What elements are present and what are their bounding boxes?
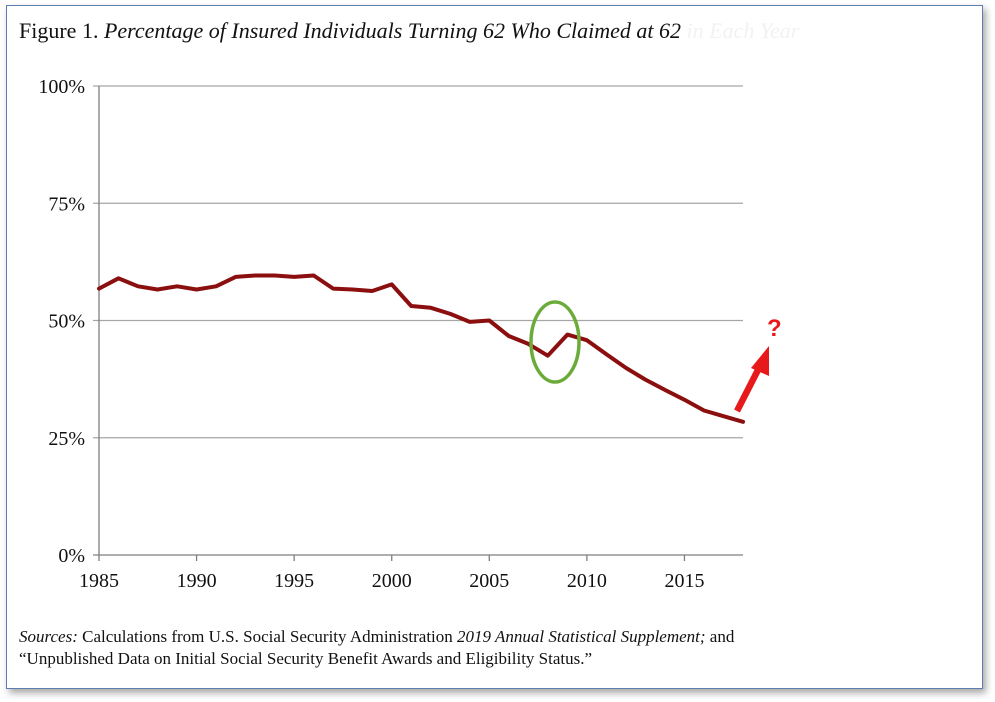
x-tick-label: 2000 <box>372 570 412 592</box>
figure-frame: Figure 1. Percentage of Insured Individu… <box>6 5 983 689</box>
x-tick-label: 1990 <box>177 570 217 592</box>
x-tick-label: 1985 <box>79 570 119 592</box>
x-tick-label: 2010 <box>567 570 607 592</box>
series-line <box>97 273 745 424</box>
y-tick-label: 0% <box>58 545 85 567</box>
y-tick-labels: 0% 25% 50% 75% 100% <box>38 76 85 567</box>
y-tick-label: 50% <box>48 311 85 333</box>
x-tick-label: 1995 <box>274 570 314 592</box>
x-tick-label: 2005 <box>469 570 509 592</box>
figure-title: Figure 1. Percentage of Insured Individu… <box>19 18 799 44</box>
axes <box>93 86 743 561</box>
sources-label: Sources: <box>19 627 78 646</box>
highlight-circle <box>529 300 581 384</box>
x-tick-label: 2015 <box>664 570 704 592</box>
y-tick-label: 25% <box>48 428 85 450</box>
x-tick-labels: 1985 1990 1995 2000 2005 2010 2015 <box>79 570 704 592</box>
figure-number: Figure 1. <box>19 18 99 43</box>
sources-text-1: Calculations from U.S. Social Security A… <box>82 627 453 646</box>
sources-note: Sources: Calculations from U.S. Social S… <box>19 626 969 670</box>
y-tick-label: 75% <box>48 193 85 215</box>
figure-title-faded-suffix: in Each Year <box>686 18 800 43</box>
y-tick-label: 100% <box>38 76 85 98</box>
trend-arrow-head <box>751 346 769 376</box>
sources-text-2: and <box>709 627 735 646</box>
sources-line-2: “Unpublished Data on Initial Social Secu… <box>19 649 593 668</box>
trend-arrow <box>734 346 769 413</box>
question-mark-annotation: ? <box>767 315 782 342</box>
line-chart: 0% 25% 50% 75% 100% 1985 1990 1995 2000 2005 2010… <box>38 76 782 592</box>
gridlines <box>93 85 743 439</box>
data-series <box>97 273 745 424</box>
figure-title-text: Percentage of Insured Individuals Turnin… <box>103 18 681 43</box>
sources-publication: 2019 Annual Statistical Supplement; <box>457 627 706 646</box>
trend-arrow-shaft <box>734 364 763 413</box>
